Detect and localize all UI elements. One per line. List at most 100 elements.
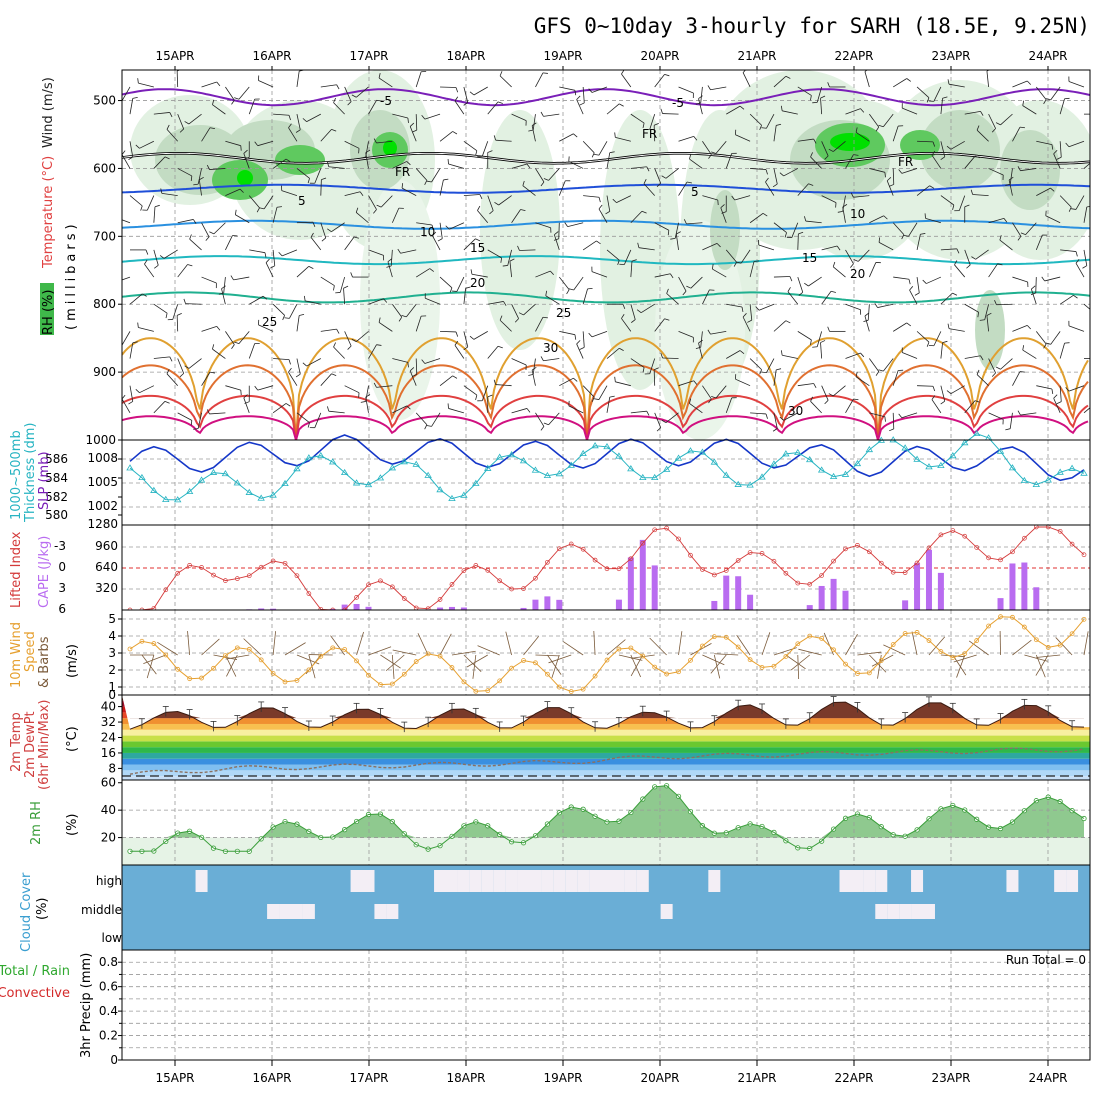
- tick-label: 320: [95, 581, 118, 595]
- thickness-point: [817, 466, 826, 473]
- cape-bar: [329, 608, 336, 610]
- thickness-point: [591, 442, 599, 449]
- wind-barb: [551, 654, 560, 678]
- tick-label: 0: [58, 560, 66, 574]
- thickness-point: [972, 429, 981, 437]
- wind-barb: [1055, 637, 1073, 656]
- cape-bar: [937, 572, 944, 610]
- wind-point: [1033, 637, 1039, 643]
- date-label-top: 18APR: [446, 49, 485, 63]
- cape-bar: [747, 594, 754, 610]
- wind-barb: [1035, 654, 1049, 676]
- wind-point: [795, 641, 801, 647]
- wind-barb: [702, 654, 725, 666]
- wind-barb: [857, 651, 882, 656]
- tick-label: 40: [101, 700, 116, 714]
- wind-point: [878, 658, 884, 663]
- cape-bar: [806, 605, 813, 610]
- cloud-middle: [267, 904, 280, 919]
- wind-point: [831, 647, 836, 653]
- thickness-point: [185, 487, 194, 495]
- thickness-point: [472, 479, 480, 486]
- contour-40: [122, 415, 1089, 440]
- wind-barb: [472, 654, 477, 679]
- thickness-point: [627, 465, 635, 472]
- tick-label: 1005: [87, 475, 118, 489]
- tick-label: 1008: [87, 451, 118, 465]
- label-convective: Convective: [0, 986, 70, 1001]
- thickness-point: [949, 452, 957, 459]
- run-total: Run Total = 0: [1006, 953, 1086, 967]
- contour-15: [122, 255, 1090, 266]
- thickness-point: [293, 465, 301, 472]
- li-point: [258, 564, 264, 570]
- cape-bar: [1021, 562, 1028, 610]
- wind-barb: [649, 637, 667, 656]
- label-10m-wind: 10m Wind: [9, 622, 24, 688]
- wind-barb: [226, 654, 238, 677]
- tick-label: 584: [45, 471, 68, 485]
- wind-point: [640, 653, 646, 659]
- wind-barb: [678, 631, 683, 656]
- li-point: [378, 578, 383, 584]
- tick-label: 6: [58, 602, 66, 616]
- cape-bar: [460, 607, 467, 610]
- wind-point: [950, 655, 956, 660]
- thickness-point: [710, 458, 719, 465]
- li-point: [819, 573, 825, 578]
- wind-point: [318, 653, 324, 659]
- contour-35: [122, 394, 1089, 440]
- li-point: [401, 596, 407, 601]
- label-1000-500mb: 1000~500mb: [9, 430, 24, 520]
- thickness-slp-panel: 586 584 582 580 1008 1005 1002 1000~500mb Thic…: [9, 423, 1091, 526]
- cloud-high: [612, 870, 625, 892]
- tick-label: 60: [101, 776, 116, 790]
- date-label-bottom: 22APR: [834, 1071, 873, 1085]
- li-point: [843, 546, 848, 552]
- label-cloud-cover: Cloud Cover: [19, 872, 34, 952]
- 10m-wind-barbs: [130, 630, 1089, 679]
- li-point: [473, 563, 479, 568]
- tick-label: 4: [108, 629, 116, 643]
- wind-barb: [1024, 654, 1048, 662]
- thickness-point: [794, 448, 802, 456]
- tick-label: 0.2: [99, 1029, 118, 1043]
- li-point: [533, 575, 538, 581]
- contour-label: 5: [691, 185, 699, 199]
- li-point: [628, 556, 634, 562]
- contour-label: 20: [470, 276, 485, 290]
- li-point: [545, 559, 550, 565]
- thickness-point: [507, 451, 516, 458]
- wind-barb: [1012, 639, 1032, 656]
- cape-bar: [448, 606, 455, 610]
- thickness-point: [722, 471, 730, 478]
- li-point: [735, 558, 741, 563]
- date-label-bottom: 20APR: [640, 1071, 679, 1085]
- wind-barb: [1036, 654, 1061, 658]
- cloud-high: [195, 870, 208, 892]
- li-point: [974, 545, 980, 550]
- li-point: [783, 570, 789, 576]
- li-point: [1022, 535, 1027, 541]
- cloud-middle: [302, 904, 315, 919]
- wind-point: [688, 657, 693, 663]
- wind-barb: [871, 654, 894, 667]
- contour-5: [122, 183, 1090, 194]
- thickness-point: [531, 466, 540, 473]
- cape-bar: [341, 604, 348, 610]
- li-point: [390, 584, 395, 590]
- cape-bar: [365, 606, 372, 610]
- tick-label: 960: [95, 539, 118, 553]
- date-label-top: 23APR: [931, 49, 970, 63]
- contour-label: 10: [420, 225, 435, 239]
- wind-barb: [243, 638, 262, 656]
- contour-label: 30: [788, 404, 803, 418]
- profile-panel: 500 600 700 800 900 1000 -5 -5 5 5 10 10 15 15 20 20 25…: [40, 69, 1091, 447]
- li-point: [485, 568, 491, 573]
- contour-label: 10: [850, 207, 865, 221]
- contour-label: 15: [470, 241, 485, 255]
- wind-barb: [141, 654, 157, 675]
- label-wind: Wind (m/s): [41, 77, 56, 148]
- thickness-point: [1008, 464, 1017, 471]
- li-point: [461, 568, 467, 573]
